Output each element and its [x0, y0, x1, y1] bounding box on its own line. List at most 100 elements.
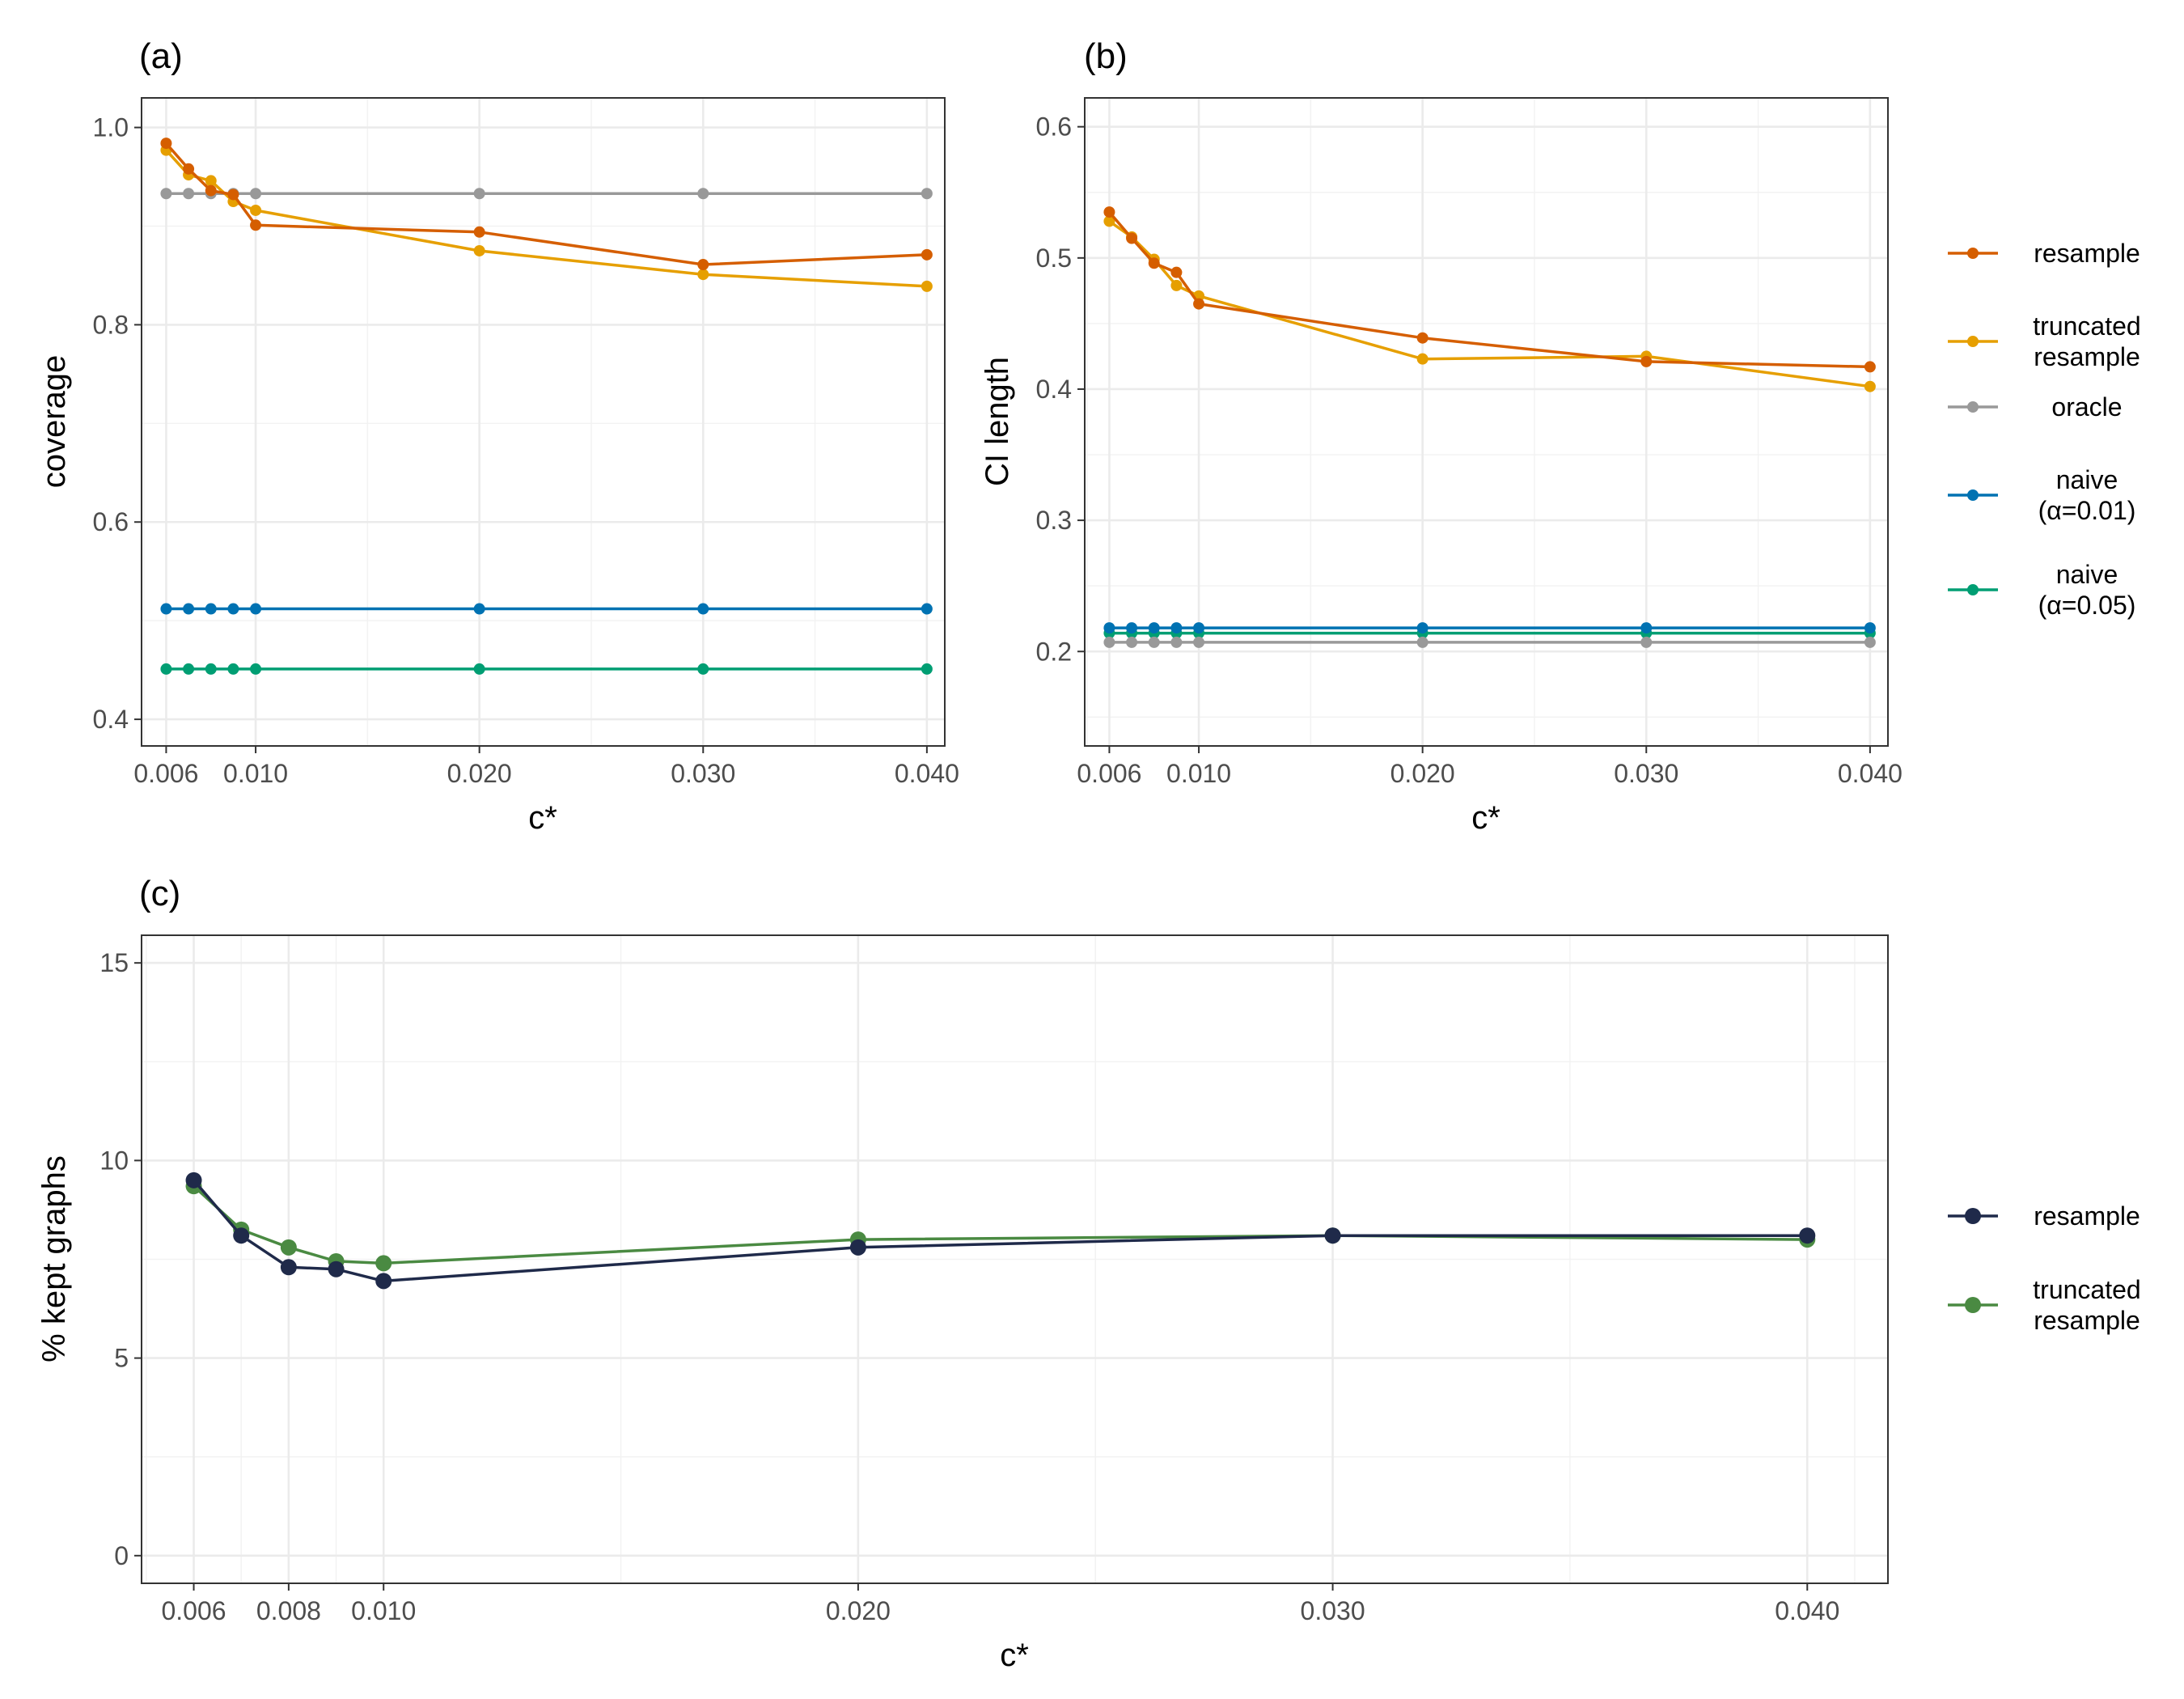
- data-point: [183, 188, 195, 200]
- x-tick-label: 0.010: [223, 759, 288, 788]
- legend-label: truncated: [2033, 1275, 2140, 1304]
- legend-key-point: [1967, 401, 1979, 413]
- series-line: [193, 1184, 1808, 1265]
- data-point: [227, 189, 239, 201]
- data-point: [1148, 257, 1160, 269]
- data-point: [205, 663, 217, 675]
- y-tick-label: 1.0: [93, 113, 129, 142]
- data-point: [1170, 636, 1183, 648]
- data-point: [921, 248, 933, 261]
- data-point: [160, 138, 172, 150]
- panel-c-series: [185, 1172, 1816, 1290]
- panel-a-coverage: (a) 0.006 0.010 0.020 0.030 0.040 0.4 0.6 0.8 1.…: [36, 36, 959, 836]
- panel-c-label: (c): [139, 874, 180, 913]
- data-point: [697, 663, 709, 675]
- data-point: [697, 603, 709, 615]
- series-line: [165, 149, 927, 288]
- data-point: [1103, 215, 1115, 227]
- series-truncated-resample: [1103, 215, 1876, 392]
- series-line: [1108, 210, 1870, 369]
- series-oracle: [1103, 636, 1876, 648]
- data-point: [921, 280, 933, 292]
- y-tick-label: 0.4: [1036, 375, 1072, 404]
- legend-label: (α=0.01): [2038, 496, 2136, 525]
- data-point: [1640, 636, 1653, 648]
- panel-c-border: [141, 934, 1889, 1584]
- data-point: [1864, 361, 1876, 373]
- x-tick-label: 0.020: [447, 759, 512, 788]
- x-tick-label: 0.010: [1166, 759, 1231, 788]
- data-point: [1864, 622, 1876, 634]
- series-resample: [185, 1172, 1816, 1290]
- data-point: [1126, 622, 1138, 634]
- x-tick-label: 0.006: [133, 759, 198, 788]
- data-point: [473, 663, 485, 675]
- legend-label: naive: [2056, 560, 2118, 589]
- panel-a-ticks: 0.006 0.010 0.020 0.030 0.040 0.4 0.6 0.8 1.0: [93, 113, 959, 788]
- data-point: [1148, 622, 1160, 634]
- x-tick-label: 0.040: [1775, 1596, 1839, 1625]
- x-tick-label: 0.040: [895, 759, 959, 788]
- x-tick-label: 0.020: [826, 1596, 891, 1625]
- legend-item: naive(α=0.05): [1948, 560, 2135, 620]
- series-line: [193, 1179, 1808, 1283]
- data-point: [1864, 636, 1876, 648]
- legend-key-point: [1967, 336, 1979, 347]
- data-point: [1640, 622, 1653, 634]
- x-tick-label: 0.010: [351, 1596, 416, 1625]
- y-tick-label: 5: [114, 1344, 129, 1373]
- data-point: [1103, 636, 1115, 648]
- legend-key-point: [1967, 489, 1979, 501]
- data-point: [697, 188, 709, 200]
- data-point: [1193, 622, 1205, 634]
- data-point: [473, 603, 485, 615]
- panel-b-ticks: 0.006 0.010 0.020 0.030 0.040 0.2 0.3 0.4 0.5 0.6: [1036, 112, 1903, 788]
- series-naive-0-01: [1103, 622, 1876, 634]
- series-resample: [1103, 206, 1876, 373]
- data-point: [1799, 1227, 1816, 1244]
- data-point: [250, 663, 262, 675]
- data-point: [160, 663, 172, 675]
- data-point: [1126, 232, 1138, 244]
- legend-label: resample: [2034, 239, 2140, 268]
- series-line: [1108, 219, 1871, 388]
- data-point: [160, 603, 172, 615]
- panel-c-grid: [142, 935, 1888, 1583]
- x-tick-label: 0.030: [671, 759, 735, 788]
- panel-c-y-axis-title: % kept graphs: [36, 1155, 72, 1362]
- data-point: [1126, 636, 1138, 648]
- data-point: [205, 184, 217, 197]
- panel-c-ticks: 0.006 0.008 0.010 0.020 0.030 0.040 0 5 10 15: [99, 948, 1839, 1625]
- data-point: [227, 603, 239, 615]
- data-point: [1416, 636, 1428, 648]
- panel-b-grid: [1085, 98, 1888, 746]
- legend-top: resampletruncatedresampleoraclenaive(α=0…: [1948, 239, 2141, 620]
- y-tick-label: 0.8: [93, 310, 129, 339]
- x-tick-label: 0.020: [1390, 759, 1455, 788]
- data-point: [375, 1255, 392, 1272]
- panel-a-border: [141, 97, 946, 747]
- y-tick-label: 0.4: [93, 705, 129, 734]
- x-tick-label: 0.006: [161, 1596, 226, 1625]
- data-point: [1148, 636, 1160, 648]
- panel-a-label: (a): [139, 36, 183, 76]
- panel-c-kept-graphs: (c) 0.006 0.008 0.010 0.020 0.030 0.040 0 5 10 15…: [36, 874, 1889, 1673]
- data-point: [1170, 266, 1183, 278]
- y-tick-label: 15: [99, 948, 129, 977]
- panel-c-x-axis-title: c*: [1000, 1638, 1029, 1673]
- series-naive-0-05: [160, 663, 933, 675]
- data-point: [849, 1239, 866, 1256]
- panel-b-ci-length: (b) 0.006 0.010 0.020 0.030 0.0400.20.30.40.…: [980, 36, 1903, 836]
- panel-a-series: [160, 138, 933, 675]
- panel-b-y-axis-title: CI length: [980, 357, 1015, 486]
- data-point: [1170, 279, 1183, 291]
- data-point: [1170, 622, 1183, 634]
- legend-item: naive(α=0.01): [1948, 465, 2135, 525]
- legend-label: (α=0.05): [2038, 591, 2136, 620]
- data-point: [473, 226, 485, 238]
- x-tick-label: 0.030: [1614, 759, 1678, 788]
- series-truncated-resample: [160, 144, 933, 292]
- data-point: [205, 603, 217, 615]
